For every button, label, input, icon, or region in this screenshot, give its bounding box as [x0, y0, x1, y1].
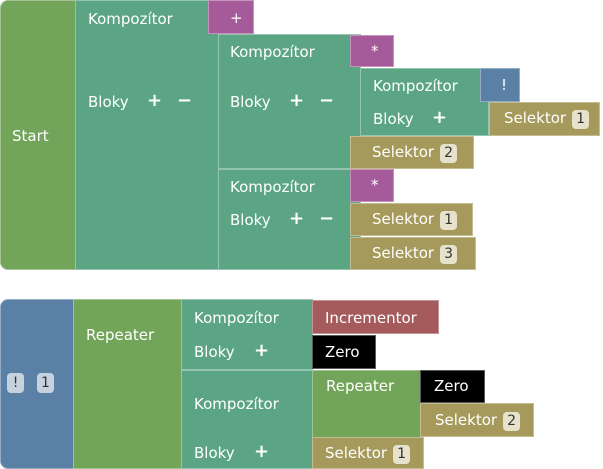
composer-label: Kompozítor — [88, 10, 173, 28]
repeater-label: Repeater — [326, 377, 395, 395]
composer-label: Kompozítor — [194, 309, 279, 327]
remove-icon[interactable]: − — [319, 90, 335, 111]
selector-label: Selektor — [372, 143, 435, 161]
operator-label: + — [230, 9, 243, 27]
operator-badge[interactable]: ! — [7, 373, 24, 393]
composer-block[interactable]: Kompozítor Bloky + — [181, 299, 313, 370]
zero-label: Zero — [434, 377, 469, 395]
number-badge[interactable]: 1 — [37, 373, 54, 393]
add-icon[interactable]: + — [289, 90, 305, 111]
add-icon[interactable]: + — [254, 340, 270, 361]
operator-block[interactable]: ! — [480, 68, 520, 102]
repeater-block[interactable]: Repeater — [312, 370, 422, 438]
blocks-label: Bloky — [194, 444, 235, 462]
selector-value[interactable]: 2 — [440, 144, 457, 163]
composer-label: Kompozítor — [230, 178, 315, 196]
selector-block[interactable]: Selektor 2 — [350, 136, 474, 169]
incrementor-block[interactable]: Incrementor — [312, 300, 439, 334]
operator-block[interactable]: * — [350, 35, 394, 67]
composer-block[interactable]: Kompozítor Bloky + − — [75, 0, 219, 270]
composer-label: Kompozítor — [194, 395, 279, 413]
zero-label: Zero — [325, 343, 360, 361]
composer-block[interactable]: Kompozítor Bloky + — [181, 370, 313, 469]
selector-value[interactable]: 3 — [440, 245, 457, 264]
selector-block[interactable]: Selektor 1 — [312, 437, 424, 469]
operator-label: ! — [501, 76, 508, 94]
selector-block[interactable]: Selektor 2 — [420, 403, 534, 437]
blocks-label: Bloky — [230, 211, 271, 229]
selector-label: Selektor — [372, 244, 435, 262]
repeater-label: Repeater — [86, 326, 155, 344]
operator-label: * — [371, 176, 379, 194]
selector-label: Selektor — [325, 444, 388, 462]
zero-block[interactable]: Zero — [420, 370, 485, 403]
selector-value[interactable]: 1 — [440, 211, 457, 230]
operator-block[interactable]: + — [208, 0, 254, 34]
selector-block[interactable]: Selektor 1 — [350, 203, 473, 236]
start-label: Start — [12, 127, 49, 145]
composer-block[interactable]: Kompozítor Bloky + − — [218, 34, 361, 169]
blocks-label: Bloky — [373, 110, 414, 128]
add-icon[interactable]: + — [432, 107, 448, 128]
selector-value[interactable]: 1 — [393, 445, 410, 464]
selector-label: Selektor — [504, 109, 567, 127]
operator-block[interactable]: * — [350, 169, 394, 202]
composer-block[interactable]: Kompozítor Bloky + — [360, 68, 489, 136]
add-icon[interactable]: + — [254, 441, 270, 462]
blocks-label: Bloky — [88, 93, 129, 111]
selector-block[interactable]: Selektor 3 — [350, 237, 476, 270]
remove-icon[interactable]: − — [319, 208, 335, 229]
root-operator-block[interactable]: ! 1 — [0, 299, 74, 469]
selector-value[interactable]: 1 — [572, 110, 589, 129]
operator-label: * — [371, 42, 379, 60]
zero-block[interactable]: Zero — [312, 335, 376, 369]
blocks-label: Bloky — [194, 343, 235, 361]
repeater-block[interactable]: Repeater — [73, 299, 182, 469]
blocks-label: Bloky — [230, 93, 271, 111]
composer-label: Kompozítor — [230, 43, 315, 61]
start-block[interactable]: Start — [0, 0, 76, 270]
selector-label: Selektor — [435, 411, 498, 429]
remove-icon[interactable]: − — [177, 90, 193, 111]
add-icon[interactable]: + — [147, 90, 163, 111]
selector-value[interactable]: 2 — [503, 412, 520, 431]
add-icon[interactable]: + — [289, 208, 305, 229]
composer-label: Kompozítor — [373, 77, 458, 95]
selector-label: Selektor — [372, 210, 435, 228]
composer-block[interactable]: Kompozítor Bloky + − — [218, 169, 361, 270]
incrementor-label: Incrementor — [325, 309, 417, 327]
selector-block[interactable]: Selektor 1 — [489, 102, 600, 136]
